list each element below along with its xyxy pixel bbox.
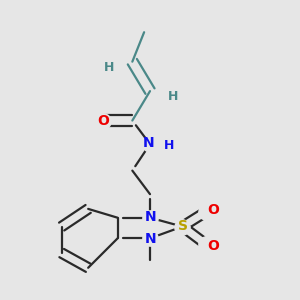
Text: H: H bbox=[168, 91, 179, 103]
Text: N: N bbox=[145, 232, 156, 246]
Text: O: O bbox=[207, 203, 219, 218]
Text: H: H bbox=[164, 139, 174, 152]
Text: O: O bbox=[207, 239, 219, 253]
Text: N: N bbox=[143, 136, 154, 150]
Text: S: S bbox=[178, 219, 188, 233]
Text: N: N bbox=[145, 210, 156, 224]
Text: O: O bbox=[97, 114, 109, 128]
Text: H: H bbox=[103, 61, 114, 74]
